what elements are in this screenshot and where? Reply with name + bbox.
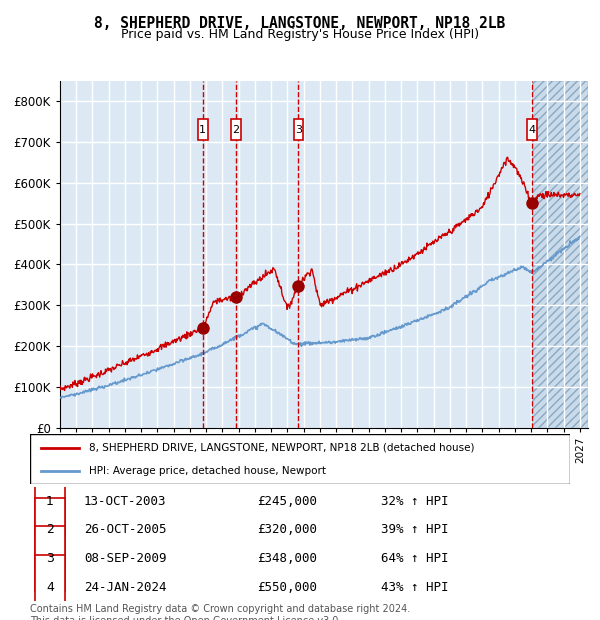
Text: 2: 2 bbox=[232, 125, 239, 135]
FancyBboxPatch shape bbox=[30, 434, 570, 484]
Text: 08-SEP-2009: 08-SEP-2009 bbox=[84, 552, 167, 565]
Text: 3: 3 bbox=[46, 552, 54, 565]
Text: HPI: Average price, detached house, Newport: HPI: Average price, detached house, Newp… bbox=[89, 466, 326, 476]
Bar bbox=[532, 81, 588, 428]
Text: 39% ↑ HPI: 39% ↑ HPI bbox=[381, 523, 449, 536]
Text: Price paid vs. HM Land Registry's House Price Index (HPI): Price paid vs. HM Land Registry's House … bbox=[121, 28, 479, 41]
Text: 1: 1 bbox=[46, 495, 54, 508]
Text: 32% ↑ HPI: 32% ↑ HPI bbox=[381, 495, 449, 508]
FancyBboxPatch shape bbox=[35, 526, 65, 590]
Text: 8, SHEPHERD DRIVE, LANGSTONE, NEWPORT, NP18 2LB (detached house): 8, SHEPHERD DRIVE, LANGSTONE, NEWPORT, N… bbox=[89, 443, 475, 453]
FancyBboxPatch shape bbox=[35, 498, 65, 562]
FancyBboxPatch shape bbox=[527, 120, 537, 140]
Text: 43% ↑ HPI: 43% ↑ HPI bbox=[381, 580, 449, 593]
Text: 26-OCT-2005: 26-OCT-2005 bbox=[84, 523, 167, 536]
Text: Contains HM Land Registry data © Crown copyright and database right 2024.
This d: Contains HM Land Registry data © Crown c… bbox=[30, 604, 410, 620]
FancyBboxPatch shape bbox=[231, 120, 241, 140]
Text: 24-JAN-2024: 24-JAN-2024 bbox=[84, 580, 167, 593]
Text: 3: 3 bbox=[295, 125, 302, 135]
Text: 64% ↑ HPI: 64% ↑ HPI bbox=[381, 552, 449, 565]
FancyBboxPatch shape bbox=[35, 555, 65, 619]
Text: 4: 4 bbox=[46, 580, 54, 593]
Text: 2: 2 bbox=[46, 523, 54, 536]
FancyBboxPatch shape bbox=[198, 120, 208, 140]
Text: £320,000: £320,000 bbox=[257, 523, 317, 536]
Bar bbox=[532, 81, 588, 428]
Text: £245,000: £245,000 bbox=[257, 495, 317, 508]
Text: 4: 4 bbox=[529, 125, 536, 135]
Text: 8, SHEPHERD DRIVE, LANGSTONE, NEWPORT, NP18 2LB: 8, SHEPHERD DRIVE, LANGSTONE, NEWPORT, N… bbox=[94, 16, 506, 30]
FancyBboxPatch shape bbox=[35, 469, 65, 533]
Text: 1: 1 bbox=[199, 125, 206, 135]
Text: 13-OCT-2003: 13-OCT-2003 bbox=[84, 495, 167, 508]
Text: £550,000: £550,000 bbox=[257, 580, 317, 593]
FancyBboxPatch shape bbox=[293, 120, 304, 140]
Text: £348,000: £348,000 bbox=[257, 552, 317, 565]
